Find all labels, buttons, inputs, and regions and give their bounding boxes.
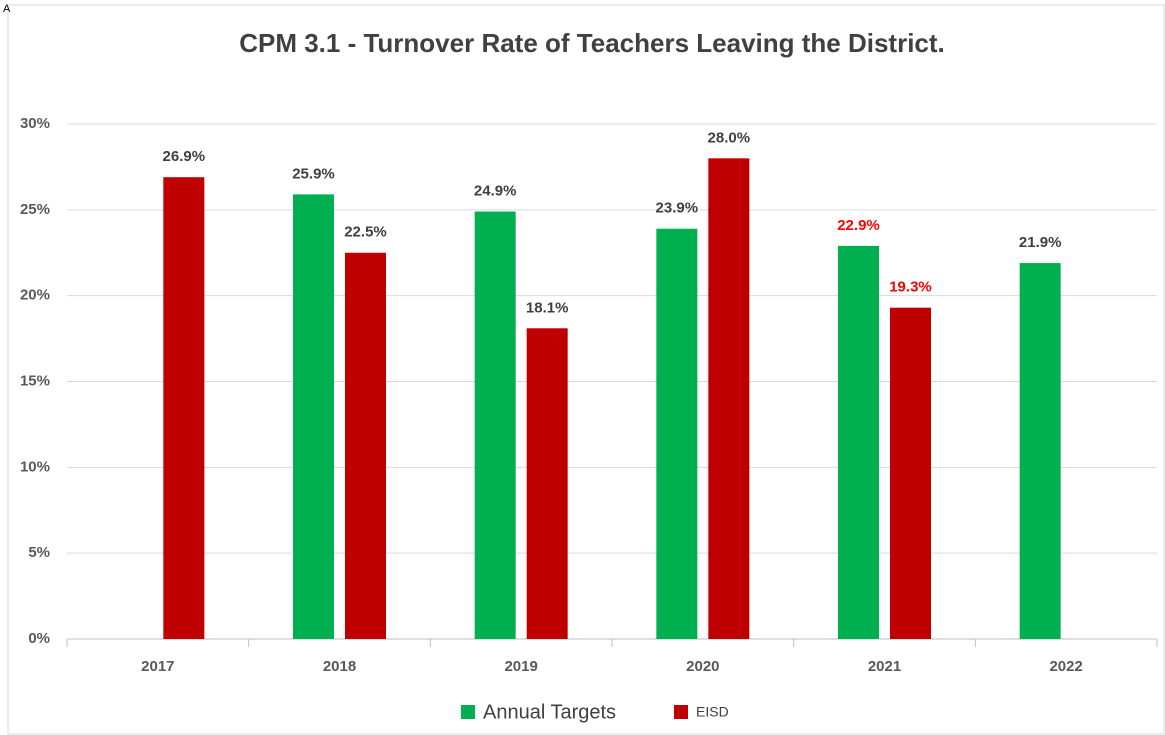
corner-text: A	[3, 3, 11, 15]
bar	[474, 211, 516, 640]
bar	[345, 252, 386, 639]
value-label: 22.5%	[344, 224, 387, 241]
y-tick-label: 0%	[28, 630, 50, 647]
value-label: 25.9%	[292, 165, 335, 182]
value-label: 21.9%	[1019, 234, 1062, 251]
chart-title: CPM 3.1 - Turnover Rate of Teachers Leav…	[239, 28, 945, 58]
value-label: 24.9%	[474, 183, 517, 200]
value-label: 28.0%	[708, 129, 751, 146]
bar	[293, 194, 334, 639]
legend-swatch	[674, 705, 688, 719]
bar	[838, 245, 879, 639]
value-label: 19.3%	[889, 279, 932, 296]
y-tick-label: 10%	[20, 458, 50, 475]
x-tick-label: 2019	[504, 658, 537, 675]
value-label: 22.9%	[837, 217, 880, 234]
x-tick-label: 2021	[868, 658, 901, 675]
y-tick-label: 30%	[20, 115, 50, 132]
value-label: 26.9%	[163, 148, 206, 165]
y-tick-label: 15%	[20, 372, 50, 389]
value-label: 18.1%	[526, 299, 569, 316]
y-tick-label: 20%	[20, 287, 50, 304]
bar	[890, 307, 931, 639]
x-tick-label: 2022	[1049, 658, 1082, 675]
y-tick-label: 25%	[20, 201, 50, 218]
x-tick-label: 2018	[323, 658, 356, 675]
legend-label: Annual Targets	[483, 701, 616, 723]
bar	[163, 177, 205, 639]
bar	[656, 228, 698, 639]
bar	[526, 328, 568, 639]
legend-swatch	[461, 705, 475, 719]
legend-label: EISD	[696, 704, 729, 720]
value-label: 23.9%	[656, 200, 699, 217]
x-tick-label: 2017	[141, 658, 174, 675]
y-tick-label: 5%	[28, 544, 50, 561]
bar	[708, 158, 750, 640]
x-tick-label: 2020	[686, 658, 719, 675]
bar	[1019, 263, 1061, 639]
